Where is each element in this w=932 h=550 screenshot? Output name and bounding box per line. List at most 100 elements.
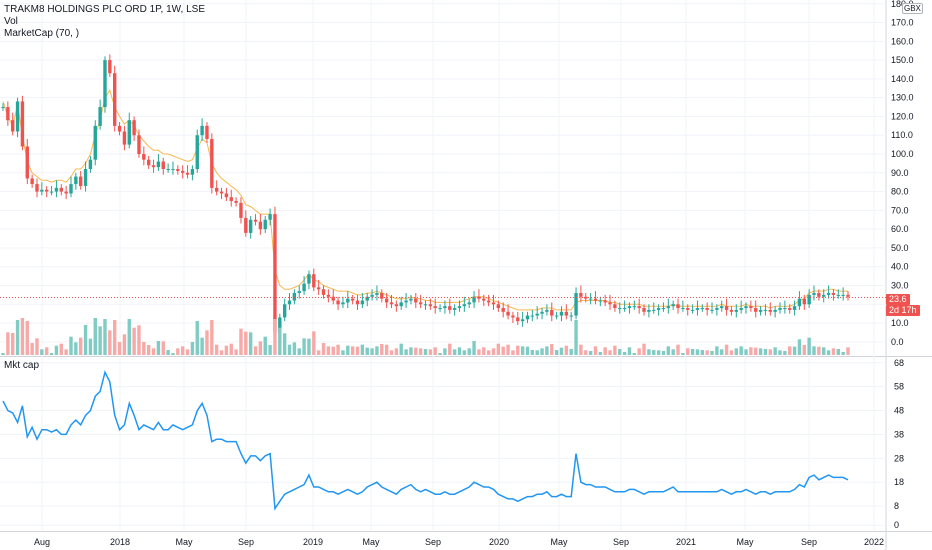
candle-body [491, 302, 496, 305]
candle-body [739, 308, 743, 310]
candle-body [346, 298, 350, 303]
price-tick-label: 90.0 [891, 168, 909, 178]
last-price-badge: 23.6 [886, 294, 910, 305]
candle-body [627, 306, 632, 309]
candle-body [608, 302, 612, 305]
volume-bar [316, 350, 321, 355]
volume-bar [273, 319, 277, 355]
volume-bar [287, 344, 292, 355]
mktcap-tick-label: 48 [894, 406, 904, 416]
candle-body [826, 293, 831, 295]
volume-bar [151, 348, 156, 355]
volume-bar [802, 345, 806, 355]
candle-body [433, 306, 437, 309]
volume-bar [384, 344, 389, 355]
candle-body [40, 189, 44, 192]
volume-bar [506, 344, 510, 355]
volume-bar [715, 346, 719, 355]
volume-bar [681, 353, 685, 355]
volume-bar [399, 343, 403, 355]
candle-body [715, 308, 719, 310]
time-tick-label: May [175, 537, 193, 547]
candle-body [35, 184, 39, 192]
volume-bar [598, 352, 603, 355]
price-tick-label: 110.0 [891, 130, 913, 140]
mkt-cap-pane-legend[interactable]: Mkt cap [4, 360, 40, 371]
volume-bar [744, 349, 748, 355]
candle-body [613, 304, 617, 309]
volume-bar [511, 350, 515, 355]
volume-bar [462, 350, 467, 355]
candle-body [6, 107, 10, 121]
candle-body [482, 298, 486, 301]
symbol-legend[interactable]: TRAKM8 HOLDINGS PLC ORD 1P, 1W, LSE [4, 4, 205, 15]
volume-bar [613, 345, 617, 355]
volume-bar [370, 348, 374, 355]
candle-body [205, 125, 209, 139]
volume-bar [486, 350, 491, 355]
volume-bar [292, 342, 297, 355]
mktcap-tick-label: 18 [894, 477, 904, 487]
candle-body [783, 308, 787, 310]
volume-bar [652, 350, 656, 355]
candle-body [25, 146, 29, 179]
candle-body [540, 311, 544, 314]
volume-bar [671, 349, 675, 355]
candle-body [341, 302, 345, 305]
price-tick-label: 160.0 [891, 36, 914, 46]
volume-bar [258, 341, 263, 355]
volume-bar [758, 348, 763, 355]
mktcap-line [2, 370, 849, 511]
volume-bar [336, 344, 340, 355]
candle-body [83, 169, 88, 186]
marketcap-legend[interactable]: MarketCap (70, ) [4, 28, 80, 39]
volume-bar [841, 352, 845, 355]
volume-bar [195, 321, 199, 355]
candle-body [268, 214, 272, 220]
volume-bar [49, 353, 54, 355]
volume-bar [749, 347, 753, 355]
candle-body [603, 300, 607, 303]
candle-body [579, 293, 583, 297]
candle-body [326, 294, 331, 297]
candle-body [506, 311, 510, 316]
volume-bar [346, 345, 350, 355]
candle-body [219, 191, 224, 194]
candle-body [195, 135, 199, 170]
candle-body [443, 306, 447, 309]
candle-body [666, 306, 671, 309]
volume-bar [836, 349, 840, 355]
price-tick-label: 40.0 [891, 262, 909, 272]
candle-body [690, 309, 695, 311]
volume-bar [734, 348, 739, 355]
candle-body [559, 311, 564, 316]
volume-bar [331, 346, 335, 355]
candle-body [705, 308, 709, 310]
candle-body [214, 187, 219, 192]
volume-bar [467, 348, 471, 355]
volume-bar [132, 327, 136, 355]
volume-bar [341, 350, 345, 355]
volume-bar [307, 338, 311, 355]
volume-bar [822, 347, 826, 355]
candle-body [11, 120, 15, 132]
candle-body [569, 315, 573, 317]
candle-body [457, 306, 462, 309]
volume-bar [79, 337, 83, 355]
volume-bar [200, 337, 204, 355]
volume-legend[interactable]: Vol [4, 16, 18, 27]
time-tick-label: Sep [425, 537, 441, 547]
volume-bar [137, 325, 141, 355]
volume-bar [59, 343, 63, 355]
volume-bar [239, 328, 243, 355]
volume-bar [797, 339, 802, 355]
volume-bar [127, 319, 131, 355]
candle-body [516, 317, 520, 322]
candle-body [365, 296, 369, 301]
volume-bar [185, 349, 190, 355]
volume-bar [739, 346, 743, 355]
candle-body [438, 308, 442, 310]
time-tick-label: Sep [613, 537, 629, 547]
volume-bar [54, 345, 59, 355]
